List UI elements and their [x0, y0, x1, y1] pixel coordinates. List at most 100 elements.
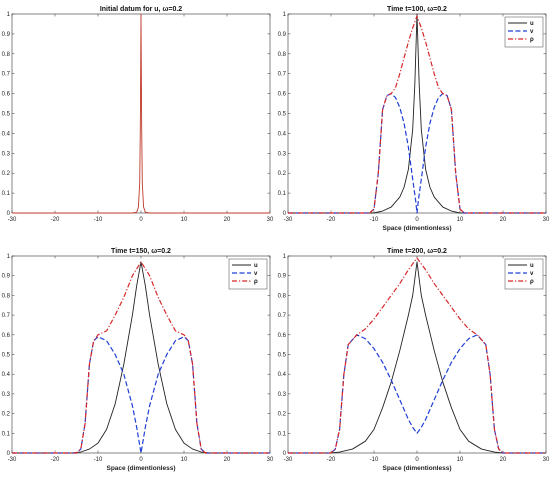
y-tick-label: 0.4 — [2, 131, 11, 137]
y-tick-label: 0.8 — [2, 52, 11, 58]
y-tick-label: 0.6 — [278, 333, 287, 339]
chart-panel-4: -30 -20 -10 0 10 20 30 0 0.1 0.2 0.3 0.4 0.5 0.6 0.7 0.… — [278, 248, 550, 472]
y-tick-label: 1 — [7, 254, 11, 260]
x-tick-label: 0 — [139, 217, 143, 223]
chart-title: Time t=150, ω=0.2 — [111, 248, 171, 255]
y-tick-label: 0.9 — [278, 32, 287, 38]
x-tick-label: 30 — [267, 457, 274, 463]
x-tick-label: 20 — [224, 217, 231, 223]
x-tick-label: 20 — [500, 217, 507, 223]
y-tick-label: 0.1 — [2, 431, 11, 437]
series-line-main — [12, 13, 270, 214]
y-tick-label: 0.1 — [2, 191, 11, 197]
x-tick-label: -20 — [51, 457, 60, 463]
chart-title: Initial datum for u, ω=0.2 — [100, 6, 182, 13]
y-tick-label: 0.9 — [2, 32, 11, 38]
y-tick-label: 0 — [7, 211, 11, 217]
y-tick-label: 0.8 — [278, 293, 287, 299]
x-tick-label: 10 — [457, 457, 464, 463]
legend: uvρ — [228, 258, 268, 290]
x-tick-label: -10 — [370, 217, 379, 223]
legend-label: ρ — [530, 279, 534, 285]
x-tick-label: -30 — [8, 457, 17, 463]
legend-label: u — [530, 21, 534, 27]
y-tick-label: 0.5 — [278, 353, 287, 359]
chart-panel-1: -30 -20 -10 0 10 20 30 0 0.1 0.2 0.3 0.4 0.5 0.6 0.7 0.… — [2, 6, 274, 223]
x-tick-label: 0 — [415, 457, 419, 463]
x-tick-label: -10 — [94, 457, 103, 463]
legend-label: u — [530, 263, 534, 269]
legend-label: v — [254, 271, 258, 277]
y-tick-label: 0.3 — [278, 151, 287, 157]
y-tick-label: 0.8 — [2, 293, 11, 299]
y-tick-label: 0.9 — [278, 274, 287, 280]
y-tick-label: 0.2 — [278, 171, 287, 177]
legend: uvρ — [504, 258, 544, 290]
y-tick-label: 0.1 — [278, 431, 287, 437]
y-tick-label: 0.2 — [278, 412, 287, 418]
x-tick-label: -20 — [51, 217, 60, 223]
y-tick-label: 0.5 — [2, 353, 11, 359]
legend-label: u — [254, 263, 258, 269]
x-tick-label: 20 — [224, 457, 231, 463]
plot-frame — [11, 255, 271, 454]
y-tick-label: 0.2 — [2, 171, 11, 177]
y-tick-label: 0.7 — [278, 313, 287, 319]
x-axis-label: Space (dimentionless) — [383, 465, 452, 472]
x-tick-label: 0 — [415, 217, 419, 223]
x-tick-label: 20 — [500, 457, 507, 463]
x-tick-label: -30 — [284, 457, 293, 463]
series-line-sr0 — [288, 13, 546, 214]
x-tick-label: 30 — [267, 217, 274, 223]
x-tick-label: 10 — [181, 217, 188, 223]
y-tick-label: 0.3 — [2, 151, 11, 157]
chart-panel-2: -30 -20 -10 0 10 20 30 0 0.1 0.2 0.3 0.4 0.5 0.6 0.7 0.… — [278, 6, 550, 232]
series-line-sr2 — [12, 261, 270, 454]
series-line-sr0 — [288, 261, 546, 454]
x-tick-label: 30 — [543, 457, 550, 463]
x-tick-label: 10 — [181, 457, 188, 463]
y-tick-label: 0.6 — [278, 92, 287, 98]
x-axis-label: Space (dimentionless) — [383, 225, 452, 232]
x-tick-label: -30 — [8, 217, 17, 223]
y-tick-label: 0 — [283, 211, 287, 217]
y-tick-label: 0.6 — [2, 333, 11, 339]
y-tick-label: 0.7 — [2, 72, 11, 78]
y-tick-label: 1 — [283, 254, 287, 260]
series-line-sr1 — [288, 93, 546, 214]
chart-panel-3: -30 -20 -10 0 10 20 30 0 0.1 0.2 0.3 0.4 0.5 0.6 0.7 0.… — [2, 248, 274, 472]
series-line-sr2 — [288, 15, 546, 214]
y-tick-label: 0 — [283, 451, 287, 457]
y-tick-label: 0.5 — [278, 112, 287, 118]
y-tick-label: 0 — [7, 451, 11, 457]
y-tick-label: 0.5 — [2, 112, 11, 118]
y-tick-label: 0.7 — [278, 72, 287, 78]
x-tick-label: -20 — [327, 217, 336, 223]
y-tick-label: 0.2 — [2, 412, 11, 418]
legend-label: ρ — [254, 279, 258, 285]
y-tick-label: 0.4 — [278, 131, 287, 137]
legend-box — [504, 16, 544, 48]
x-tick-label: -10 — [370, 457, 379, 463]
x-tick-label: -20 — [327, 457, 336, 463]
y-tick-label: 0.9 — [2, 274, 11, 280]
y-tick-label: 1 — [7, 12, 11, 18]
series-line-sr0 — [12, 261, 270, 454]
chart-title: Time t=200, ω=0.2 — [387, 248, 447, 255]
y-tick-label: 1 — [283, 12, 287, 18]
legend-label: v — [530, 29, 534, 35]
x-tick-label: 0 — [139, 457, 143, 463]
y-tick-label: 0.4 — [2, 372, 11, 378]
x-tick-label: -10 — [94, 217, 103, 223]
legend-box — [504, 258, 544, 290]
series-line-sr2 — [288, 257, 546, 454]
y-tick-label: 0.6 — [2, 92, 11, 98]
legend-box — [228, 258, 268, 290]
x-tick-label: 30 — [543, 217, 550, 223]
y-tick-label: 0.3 — [278, 392, 287, 398]
y-tick-label: 0.7 — [2, 313, 11, 319]
y-tick-label: 0.1 — [278, 191, 287, 197]
y-tick-label: 0.3 — [2, 392, 11, 398]
chart-title: Time t=100, ω=0.2 — [387, 6, 447, 13]
